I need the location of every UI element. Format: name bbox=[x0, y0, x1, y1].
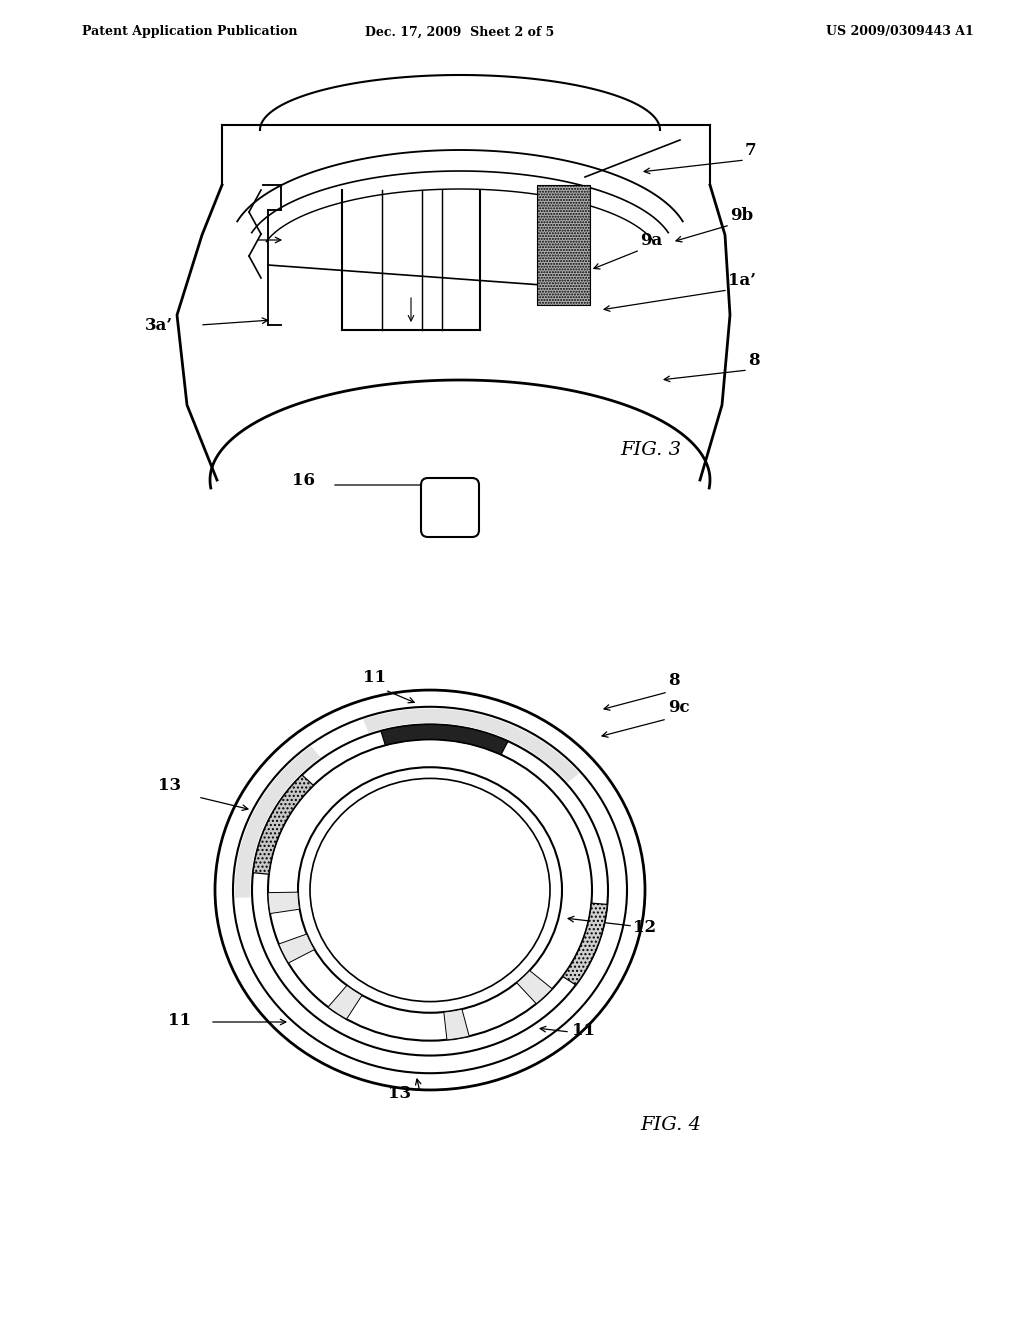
Text: Patent Application Publication: Patent Application Publication bbox=[82, 25, 298, 38]
Polygon shape bbox=[537, 185, 590, 305]
Polygon shape bbox=[279, 935, 314, 964]
Text: 8: 8 bbox=[668, 672, 680, 689]
Polygon shape bbox=[268, 892, 300, 913]
FancyBboxPatch shape bbox=[421, 478, 479, 537]
Text: FIG. 3: FIG. 3 bbox=[620, 441, 681, 459]
Polygon shape bbox=[443, 1008, 469, 1040]
Text: 8: 8 bbox=[748, 352, 760, 370]
Text: 7: 7 bbox=[745, 143, 757, 158]
Polygon shape bbox=[253, 775, 313, 874]
Text: FIG. 4: FIG. 4 bbox=[640, 1115, 701, 1134]
Polygon shape bbox=[328, 986, 362, 1019]
Polygon shape bbox=[364, 709, 580, 783]
Text: 9b: 9b bbox=[730, 207, 753, 224]
Text: 11: 11 bbox=[168, 1012, 191, 1030]
Polygon shape bbox=[563, 903, 607, 985]
Text: 11: 11 bbox=[362, 669, 386, 686]
Polygon shape bbox=[516, 970, 552, 1003]
Polygon shape bbox=[234, 746, 321, 898]
Text: 3a’: 3a’ bbox=[145, 317, 173, 334]
Text: 11: 11 bbox=[572, 1022, 595, 1039]
Text: 9c: 9c bbox=[668, 700, 689, 715]
Text: 16: 16 bbox=[292, 473, 315, 488]
Text: 9a: 9a bbox=[640, 232, 663, 249]
Text: US 2009/0309443 A1: US 2009/0309443 A1 bbox=[826, 25, 974, 38]
Polygon shape bbox=[381, 725, 508, 755]
Text: 12: 12 bbox=[633, 919, 656, 936]
Ellipse shape bbox=[298, 767, 562, 1012]
Text: Dec. 17, 2009  Sheet 2 of 5: Dec. 17, 2009 Sheet 2 of 5 bbox=[366, 25, 555, 38]
Text: 13: 13 bbox=[388, 1085, 411, 1102]
Text: 1a’: 1a’ bbox=[728, 272, 756, 289]
Text: 13: 13 bbox=[158, 777, 181, 795]
Ellipse shape bbox=[252, 725, 608, 1056]
